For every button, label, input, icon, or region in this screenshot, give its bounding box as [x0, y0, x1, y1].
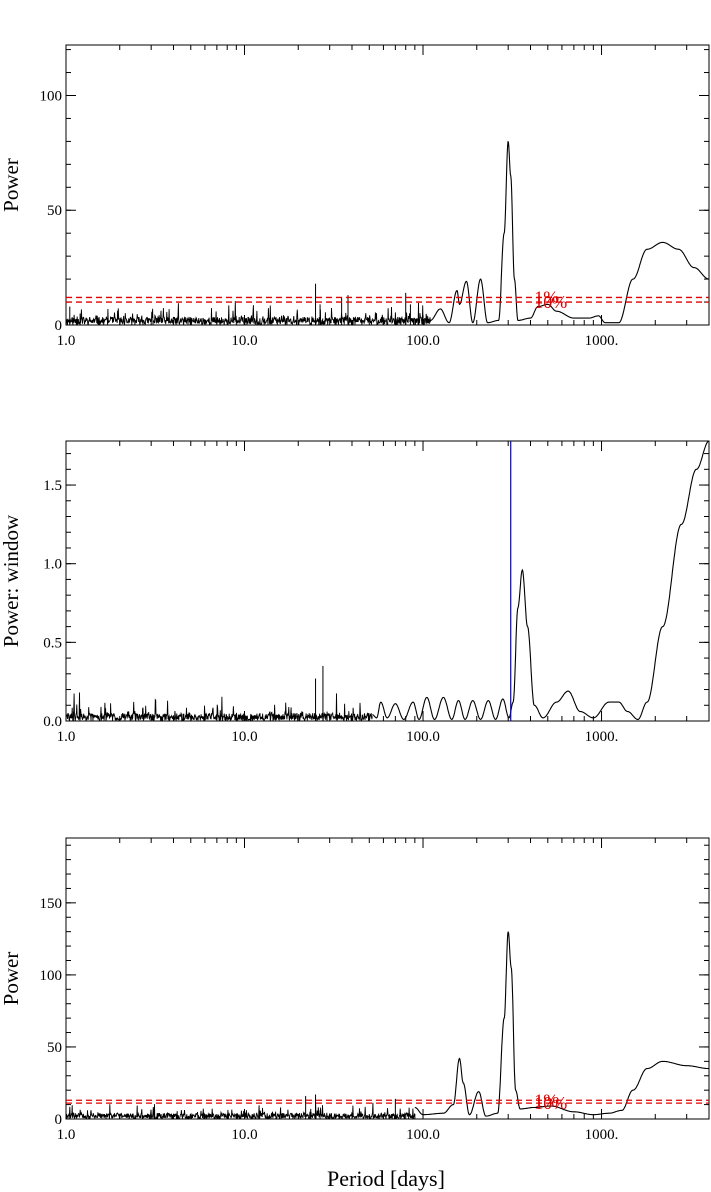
data-layer [66, 931, 709, 1119]
x-tick-label: 1.0 [57, 729, 76, 745]
y-tick-label: 100 [40, 88, 63, 104]
x-tick-label: 100.0 [406, 729, 440, 745]
y-tick-label: 1.0 [43, 557, 62, 573]
plot-frame [65, 44, 710, 326]
x-tick-label: 1000. [585, 729, 619, 745]
y-axis-label: Power [0, 952, 23, 1006]
y-tick-label: 100 [40, 968, 63, 984]
data-layer [66, 441, 709, 721]
noise-floor-trace [66, 692, 373, 721]
x-tick-label: 1000. [585, 333, 619, 349]
y-tick-label: 150 [40, 896, 63, 912]
y-tick-label: 1.5 [43, 478, 62, 494]
y-axis-label: Power: window [0, 514, 23, 647]
data-layer [66, 140, 709, 325]
x-tick-label: 10.0 [231, 1127, 257, 1143]
x-tick-label: 100.0 [406, 333, 440, 349]
chart-panel-top: 1.0 10.0 100.0 1000. 0 50 100 Power 1%10% [0, 44, 710, 349]
plot-frame [65, 837, 710, 1120]
x-tick-label: 1000. [585, 1127, 619, 1143]
y-axis-label: Power [0, 158, 23, 212]
series-line [414, 931, 709, 1117]
chart-panel-bottom: 1.0 10.0 100.0 1000. 0 50 100 150 Power 1%10% [0, 837, 710, 1143]
series-line [372, 441, 709, 720]
y-tick-label: 50 [47, 203, 62, 219]
x-tick-label: 10.0 [231, 333, 257, 349]
threshold-annotation: 10% [534, 292, 567, 312]
y-tick-label: 0.0 [43, 714, 62, 730]
threshold-annotation: 1% [534, 287, 558, 307]
y-tick-label: 0 [55, 318, 63, 334]
x-tick-label: 1.0 [57, 333, 76, 349]
plot-frame [65, 440, 710, 722]
threshold-annotation: 10% [534, 1093, 567, 1113]
y-tick-label: 50 [47, 1040, 62, 1056]
x-tick-label: 100.0 [406, 1127, 440, 1143]
x-axis-label: Period [days] [327, 1166, 445, 1191]
y-tick-label: 0 [55, 1112, 63, 1128]
x-tick-label: 1.0 [57, 1127, 76, 1143]
noise-floor-trace [66, 1102, 416, 1119]
x-tick-label: 10.0 [231, 729, 257, 745]
noise-floor-trace [66, 301, 431, 325]
chart-panel-middle: 1.0 10.0 100.0 1000. 0.0 0.5 1.0 1.5 Power: wind… [0, 440, 710, 745]
y-tick-label: 0.5 [43, 635, 62, 651]
series-line [430, 140, 709, 324]
threshold-annotation: 1% [534, 1090, 558, 1110]
